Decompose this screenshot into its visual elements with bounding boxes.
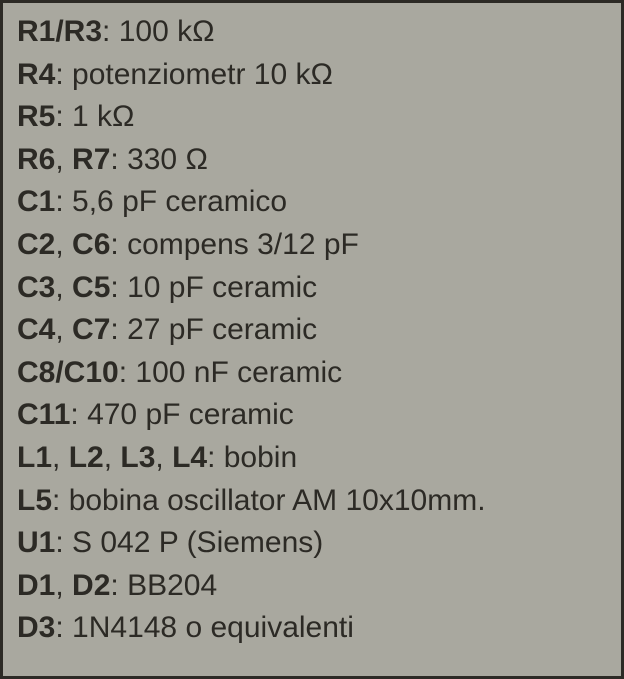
component-value: 100 kΩ bbox=[119, 15, 215, 48]
component-value: 1 kΩ bbox=[72, 100, 134, 133]
designator: C11 bbox=[17, 398, 70, 431]
designator: R6, R7 bbox=[17, 143, 110, 176]
component-row: R4: potenziometr 10 kΩ bbox=[17, 54, 611, 97]
designator: D1, D2 bbox=[17, 569, 110, 602]
component-list: R1/R3: 100 kΩR4: potenziometr 10 kΩR5: 1… bbox=[17, 11, 611, 650]
component-row: C1: 5,6 pF ceramico bbox=[17, 181, 611, 224]
designator: R5 bbox=[17, 100, 55, 133]
component-value: bobin bbox=[224, 441, 297, 474]
component-row: D1, D2: BB204 bbox=[17, 565, 611, 608]
component-row: L1, L2, L3, L4: bobin bbox=[17, 437, 611, 480]
designator: D3 bbox=[17, 611, 55, 644]
component-value: potenziometr 10 kΩ bbox=[72, 58, 333, 91]
component-value: BB204 bbox=[127, 569, 217, 602]
designator: L1, L2, L3, L4 bbox=[17, 441, 207, 474]
component-value: 330 Ω bbox=[127, 143, 208, 176]
designator: R4 bbox=[17, 58, 55, 91]
component-row: C3, C5: 10 pF ceramic bbox=[17, 267, 611, 310]
component-row: C4, C7: 27 pF ceramic bbox=[17, 309, 611, 352]
component-value: 5,6 pF ceramico bbox=[72, 185, 287, 218]
component-row: U1: S 042 P (Siemens) bbox=[17, 522, 611, 565]
designator: C3, C5 bbox=[17, 271, 110, 304]
component-value: 10 pF ceramic bbox=[127, 271, 317, 304]
component-row: R1/R3: 100 kΩ bbox=[17, 11, 611, 54]
designator: C1 bbox=[17, 185, 55, 218]
designator: U1 bbox=[17, 526, 55, 559]
component-value: 470 pF ceramic bbox=[87, 398, 294, 431]
component-value: bobina oscillator AM 10x10mm. bbox=[69, 484, 486, 517]
component-row: L5: bobina oscillator AM 10x10mm. bbox=[17, 480, 611, 523]
designator: L5 bbox=[17, 484, 52, 517]
component-row: C8/C10: 100 nF ceramic bbox=[17, 352, 611, 395]
component-value: S 042 P (Siemens) bbox=[72, 526, 323, 559]
component-value: 27 pF ceramic bbox=[127, 313, 317, 346]
component-row: D3: 1N4148 o equivalenti bbox=[17, 607, 611, 650]
designator: C4, C7 bbox=[17, 313, 110, 346]
component-value: 100 nF ceramic bbox=[135, 356, 342, 389]
designator: C2, C6 bbox=[17, 228, 110, 261]
component-row: C11: 470 pF ceramic bbox=[17, 394, 611, 437]
component-row: R6, R7: 330 Ω bbox=[17, 139, 611, 182]
component-value: compens 3/12 pF bbox=[127, 228, 359, 261]
component-row: C2, C6: compens 3/12 pF bbox=[17, 224, 611, 267]
component-value: 1N4148 o equivalenti bbox=[72, 611, 354, 644]
component-row: R5: 1 kΩ bbox=[17, 96, 611, 139]
designator: R1/R3 bbox=[17, 15, 102, 48]
designator: C8/C10 bbox=[17, 356, 119, 389]
